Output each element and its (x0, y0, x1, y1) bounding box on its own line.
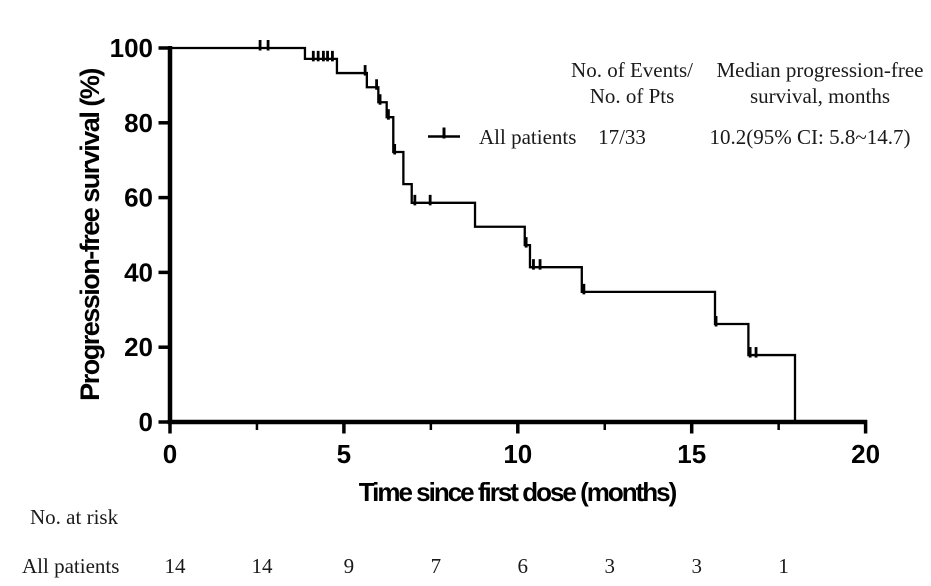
x-tick-label: 20 (851, 439, 880, 469)
at-risk-title: No. at risk (30, 505, 119, 529)
median-header-line1: Median progression-free (716, 58, 923, 82)
at-risk-count: 7 (431, 554, 442, 578)
legend-series-label: All patients (479, 125, 576, 149)
y-tick-label: 0 (139, 407, 153, 437)
x-tick-label: 15 (677, 439, 706, 469)
legend-median-value: 10.2(95% CI: 5.8~14.7) (710, 125, 911, 149)
y-axis-title: Progression-free survival (%) (75, 69, 105, 401)
y-tick-label: 40 (124, 257, 153, 287)
at-risk-row-label: All patients (22, 554, 119, 578)
x-axis-ticks: 0 5 10 15 20 (163, 420, 880, 469)
at-risk-count: 6 (518, 554, 529, 578)
y-tick-label: 100 (110, 33, 153, 63)
events-header-line2: No. of Pts (590, 84, 675, 108)
at-risk-count: 14 (165, 554, 187, 578)
at-risk-count: 1 (778, 554, 789, 578)
at-risk-count: 14 (251, 554, 273, 578)
y-axis-ticks: 0 20 40 60 80 100 (110, 33, 169, 437)
km-step-curve (170, 46, 797, 422)
at-risk-counts: 14 14 9 7 6 3 3 1 (165, 554, 789, 578)
y-tick-label: 20 (124, 332, 153, 362)
x-axis-title: Time since first dose (months) (359, 477, 677, 507)
x-tick-label: 5 (337, 439, 351, 469)
x-tick-label: 0 (163, 439, 177, 469)
at-risk-count: 3 (605, 554, 616, 578)
km-censor-legend-icon (428, 127, 460, 139)
y-tick-label: 80 (124, 108, 153, 138)
at-risk-count: 9 (344, 554, 355, 578)
events-header-line1: No. of Events/ (571, 58, 693, 82)
legend: All patients 17/33 10.2(95% CI: 5.8~14.7… (428, 125, 910, 149)
legend-events-value: 17/33 (598, 125, 646, 149)
y-tick-label: 60 (124, 183, 153, 213)
survival-curve (170, 40, 797, 422)
at-risk-count: 3 (691, 554, 702, 578)
x-tick-label: 10 (503, 439, 532, 469)
median-header-line2: survival, months (750, 84, 890, 108)
